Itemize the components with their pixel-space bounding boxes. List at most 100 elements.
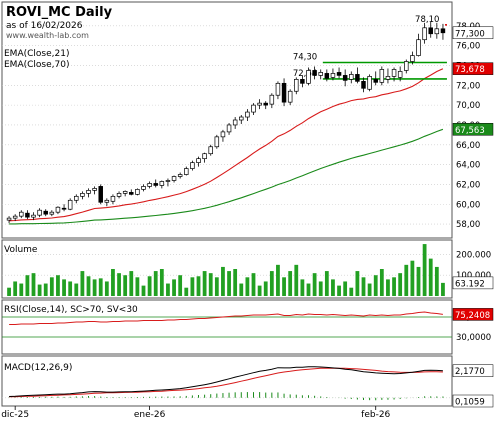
rsi-y-tick-label: 30,0000 xyxy=(456,333,491,343)
candle-body xyxy=(330,73,336,78)
volume-bar xyxy=(62,279,66,296)
candle-body xyxy=(129,192,134,195)
candle-body xyxy=(294,79,299,92)
price-gridlines xyxy=(2,25,452,225)
rsi-panel-title: RSI(Close,14), SC>70, SV<30 xyxy=(4,305,138,315)
volume-bar xyxy=(117,273,121,296)
level-label: 72,64 xyxy=(293,69,317,79)
candle-body xyxy=(153,183,158,186)
volume-bar xyxy=(178,275,183,296)
volume-bar xyxy=(86,276,91,296)
price-y-tick-label: 58,00 xyxy=(456,220,480,230)
candle-body xyxy=(6,217,12,221)
volume-value-tag: 63.192 xyxy=(452,276,494,290)
candle-body xyxy=(440,28,446,34)
macd-histogram xyxy=(8,392,444,401)
candle-body xyxy=(232,119,238,126)
volume-bar xyxy=(441,282,445,296)
volume-bar xyxy=(196,276,201,296)
volume-bar xyxy=(324,271,329,296)
candle-body xyxy=(300,79,305,84)
candle-body xyxy=(177,174,183,177)
candlesticks xyxy=(6,21,446,224)
candle-body xyxy=(25,212,30,218)
volume-bar xyxy=(349,287,354,296)
candle-body xyxy=(104,199,110,203)
candle-body xyxy=(147,183,152,187)
volume-bar xyxy=(398,273,403,296)
candle-body xyxy=(184,168,189,175)
candle-body xyxy=(287,90,293,103)
candle-body xyxy=(214,136,220,148)
rsi-last-tag-bg xyxy=(452,308,494,321)
candle-body xyxy=(74,195,79,201)
candle-body xyxy=(122,191,128,194)
candle-body xyxy=(245,111,250,118)
macd-path xyxy=(9,366,443,397)
candle-body xyxy=(336,72,342,76)
x-tick-label: dic-25 xyxy=(1,410,29,420)
volume-panel: 200.000 100.000 63.192 Volume xyxy=(1,239,494,299)
watermark: www.wealth-lab.com xyxy=(6,31,89,40)
candle-body xyxy=(220,131,226,138)
volume-bar xyxy=(111,269,115,296)
volume-bar xyxy=(221,266,225,296)
macd-hist-tag: 0,1059 xyxy=(455,398,485,408)
macd-value-tag: 2,1770 xyxy=(455,367,485,377)
price-y-tick-label: 60,00 xyxy=(456,200,480,210)
volume-bar xyxy=(123,275,128,296)
volume-last-tag-bg xyxy=(452,276,494,290)
volume-bar xyxy=(318,281,323,296)
volume-bar xyxy=(331,279,335,296)
volume-bar xyxy=(68,281,73,296)
candle-body xyxy=(312,70,317,76)
volume-panel-title: Volume xyxy=(4,245,38,255)
candle-body xyxy=(190,162,195,169)
candle-body xyxy=(98,186,103,203)
volume-bar xyxy=(239,283,244,296)
volume-bar xyxy=(43,283,48,296)
price-value-tags: 77,300 73,678 67,563 xyxy=(452,26,494,136)
rsi-last-tag: 75,2408 xyxy=(455,311,490,321)
ema70-path xyxy=(9,128,444,225)
ema21-path xyxy=(9,68,444,222)
volume-bar xyxy=(135,277,140,296)
rsi-line xyxy=(9,311,443,325)
rsi-value-tag: 75,2408 xyxy=(452,308,494,321)
candle-body xyxy=(135,189,140,195)
volume-bars xyxy=(7,244,445,296)
volume-bar xyxy=(31,273,36,296)
candle-body xyxy=(342,75,348,81)
macd-panel-title: MACD(12,26,9) xyxy=(4,363,72,373)
legend-ema70: EMA(Close,70) xyxy=(4,60,69,70)
volume-y-ticks: 200.000 100.000 xyxy=(456,250,491,281)
candle-body xyxy=(306,70,311,84)
candle-body xyxy=(391,69,397,77)
volume-bar xyxy=(49,277,54,296)
macd-value-tag-bg xyxy=(452,364,494,377)
volume-bar xyxy=(428,258,433,296)
volume-bar xyxy=(276,264,280,296)
volume-bar xyxy=(373,275,378,296)
volume-bar xyxy=(80,271,85,296)
volume-bar xyxy=(25,275,30,296)
volume-bar xyxy=(422,244,427,296)
volume-bar xyxy=(129,271,134,296)
price-y-tick-label: 76,00 xyxy=(456,42,480,52)
macd-panel: 2,1770 0,1059 MACD(12,26,9) xyxy=(1,355,494,408)
last-close-tag-bg xyxy=(452,26,494,40)
candle-body xyxy=(269,94,275,105)
volume-bar xyxy=(257,285,262,296)
candle-body xyxy=(263,102,268,106)
candle-body xyxy=(37,209,42,216)
volume-y-tick-label: 100.000 xyxy=(456,271,491,281)
candle-body xyxy=(324,73,330,79)
x-tick-label: feb-26 xyxy=(361,410,390,420)
price-y-tick-label: 72,00 xyxy=(456,81,480,91)
candle-body xyxy=(281,82,287,103)
volume-last-tag: 63.192 xyxy=(455,279,485,289)
candle-body xyxy=(67,199,73,210)
macd-signal-path xyxy=(9,367,443,398)
volume-bar xyxy=(184,287,189,296)
candle-body xyxy=(385,76,391,80)
